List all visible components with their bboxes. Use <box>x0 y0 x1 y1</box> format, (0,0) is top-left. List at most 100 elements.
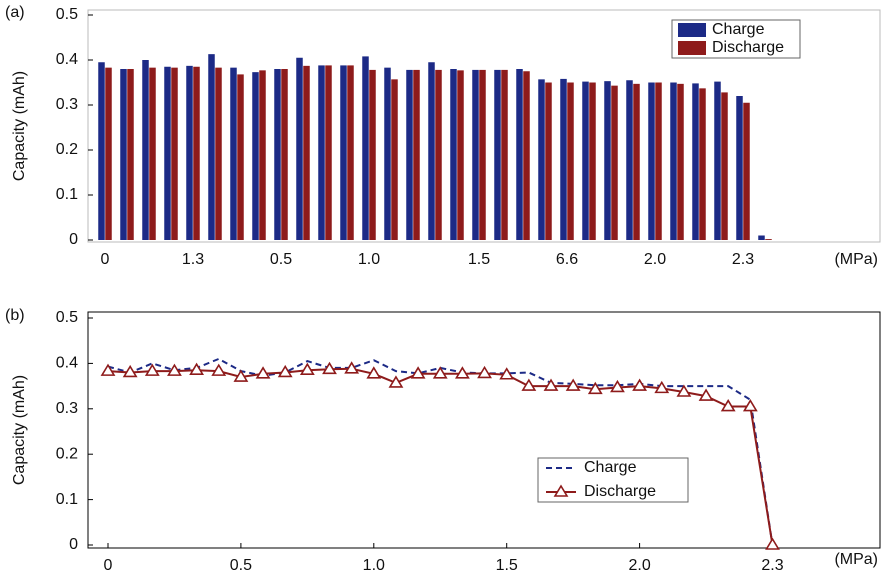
marker <box>610 379 625 393</box>
bar <box>736 96 743 240</box>
legend-label: Discharge <box>584 483 656 500</box>
bar <box>406 69 413 241</box>
bar <box>692 83 699 241</box>
marker <box>189 362 205 376</box>
marker <box>299 362 315 376</box>
line <box>107 367 774 546</box>
legend-label: Discharge <box>712 39 784 56</box>
x-tick-label: 2.0 <box>644 251 666 268</box>
bar <box>611 85 618 241</box>
bar <box>369 69 376 241</box>
marker <box>698 388 714 401</box>
marker <box>632 378 648 391</box>
bar <box>743 102 750 240</box>
y-tick-label: 0 <box>69 231 78 248</box>
bar <box>171 67 178 241</box>
marker <box>144 363 160 376</box>
bar <box>457 70 464 240</box>
bar <box>340 65 347 241</box>
legend-label: Charge <box>712 21 765 38</box>
bar <box>252 72 259 241</box>
legend-swatch <box>678 23 706 37</box>
bar <box>765 239 772 240</box>
marker <box>100 363 116 376</box>
marker <box>388 375 404 388</box>
panel-label: (a) <box>5 4 25 21</box>
y-tick-label: 0.2 <box>56 141 78 158</box>
marker <box>255 366 271 379</box>
x-tick-label: 6.6 <box>556 251 578 268</box>
bar <box>384 67 391 241</box>
plot-frame <box>87 9 881 243</box>
marker <box>277 364 293 378</box>
bar <box>538 79 545 240</box>
bar <box>230 67 237 241</box>
marker <box>543 378 559 391</box>
marker <box>587 381 603 395</box>
y-tick-label: 0.3 <box>56 400 78 417</box>
marker <box>499 367 515 380</box>
y-tick-label: 0.5 <box>56 309 78 326</box>
bar <box>655 82 662 240</box>
bar <box>633 83 640 240</box>
bar <box>670 82 677 240</box>
marker <box>322 361 337 375</box>
bar <box>208 54 215 241</box>
x-tick-label: 0.5 <box>230 557 252 574</box>
marker <box>676 384 692 397</box>
y-tick-label: 0.3 <box>56 96 78 113</box>
bar <box>428 62 435 240</box>
bar <box>413 69 420 241</box>
x-tick-label: 0.5 <box>270 251 292 268</box>
x-tick-label: 1.0 <box>363 557 385 574</box>
marker <box>720 398 736 412</box>
x-tick-label: 1.5 <box>468 251 490 268</box>
x-axis-label: (MPa) <box>834 551 878 568</box>
bar <box>699 88 706 240</box>
bar <box>149 67 156 241</box>
bar <box>721 92 728 241</box>
y-tick-label: 0.4 <box>56 355 78 372</box>
marker <box>454 366 470 379</box>
y-tick-label: 0.2 <box>56 445 78 462</box>
plot-frame <box>87 311 881 549</box>
bar <box>677 83 684 240</box>
y-tick-label: 0 <box>69 536 78 553</box>
marker <box>366 366 382 379</box>
marker <box>521 378 537 391</box>
bar <box>435 69 442 241</box>
x-tick-label: 2.3 <box>761 557 783 574</box>
bar <box>714 81 721 240</box>
marker <box>742 398 758 412</box>
bar <box>479 69 486 241</box>
bar <box>516 69 523 240</box>
bar <box>626 80 633 240</box>
bar <box>347 65 354 241</box>
bar <box>142 60 149 240</box>
x-tick-label: 1.5 <box>496 557 518 574</box>
x-tick-label: 0 <box>104 557 113 574</box>
bar <box>501 69 508 241</box>
marker <box>477 365 492 379</box>
legend-swatch <box>678 41 706 55</box>
x-tick-label: 2.0 <box>628 557 650 574</box>
bar <box>105 67 112 241</box>
bar <box>560 78 567 241</box>
y-tick-label: 0.1 <box>56 491 78 508</box>
y-axis-label: Capacity (mAh) <box>11 71 28 181</box>
y-axis-label: Capacity (mAh) <box>11 375 28 485</box>
bar <box>259 70 266 240</box>
y-tick-label: 0.4 <box>56 51 78 68</box>
marker <box>167 363 182 376</box>
bar <box>589 82 596 240</box>
bar <box>303 65 310 240</box>
x-tick-label: 1.0 <box>358 251 380 268</box>
marker <box>211 363 227 376</box>
marker <box>410 366 426 379</box>
legend-marker <box>553 484 569 497</box>
marker <box>565 378 581 391</box>
x-tick-label: 0 <box>101 251 110 268</box>
bar <box>296 57 303 240</box>
bar <box>582 81 589 240</box>
